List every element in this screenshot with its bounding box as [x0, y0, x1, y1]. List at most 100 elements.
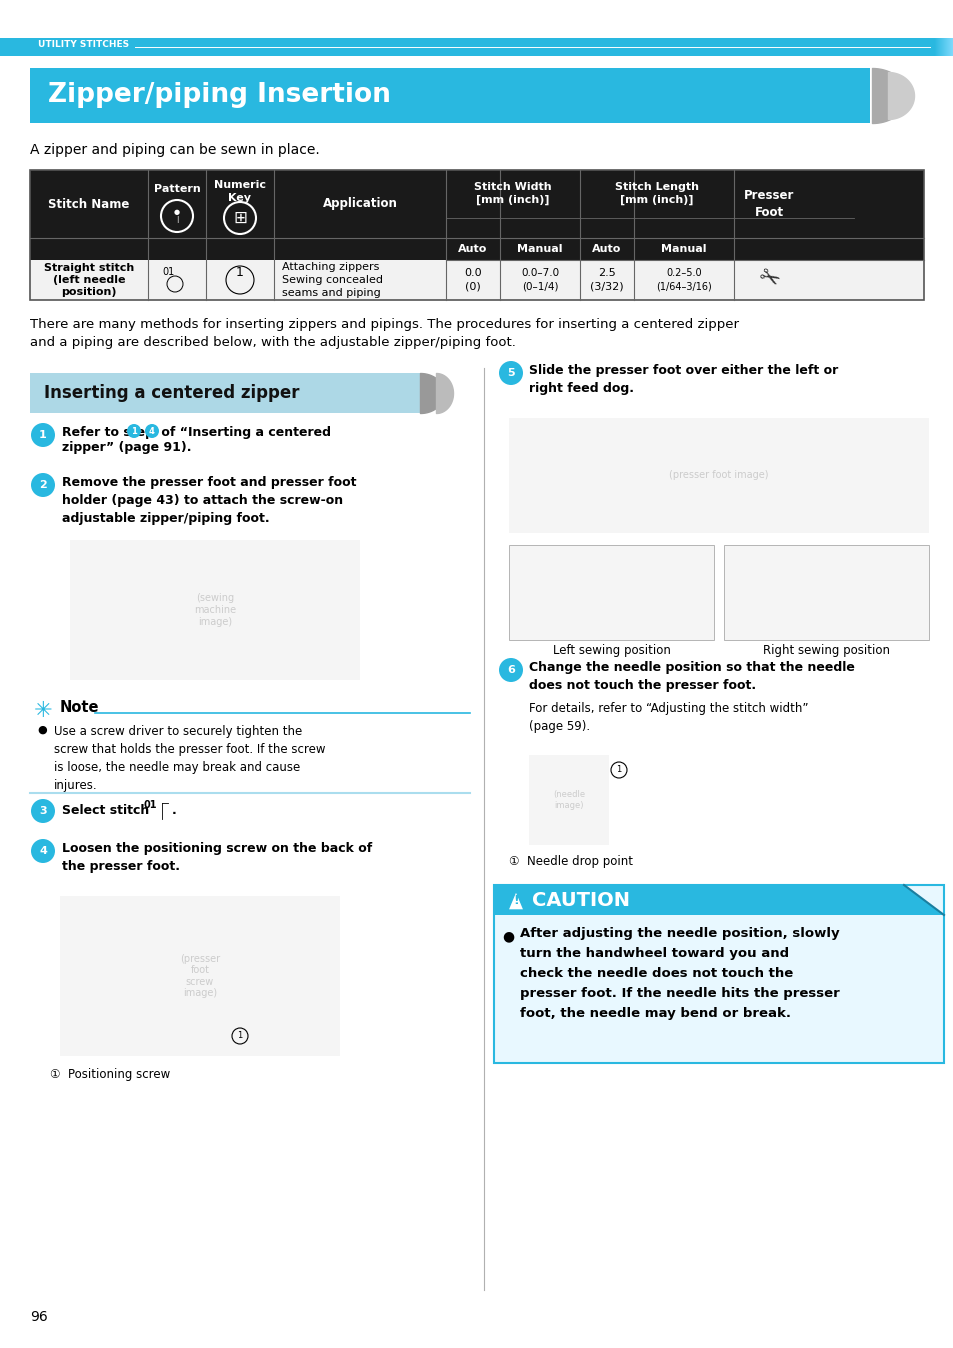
Bar	[939, 38, 940, 57]
Bar	[940, 38, 941, 57]
Text: Left sewing position: Left sewing position	[552, 644, 670, 656]
Bar	[60, 896, 339, 1055]
Text: 1: 1	[237, 1031, 242, 1041]
Circle shape	[127, 425, 141, 438]
Text: Slide the presser foot over either the left or
right feed dog.: Slide the presser foot over either the l…	[529, 364, 838, 395]
Text: 1: 1	[235, 266, 244, 279]
Text: Attaching zippers
Sewing concealed
seams and piping: Attaching zippers Sewing concealed seams…	[282, 262, 382, 298]
Circle shape	[498, 361, 522, 386]
Bar	[494, 915, 943, 1064]
Text: ●: ●	[501, 929, 514, 944]
Text: Inserting a centered zipper: Inserting a centered zipper	[44, 384, 299, 402]
Bar	[494, 886, 943, 1064]
Polygon shape	[507, 891, 523, 910]
Bar	[945, 38, 946, 57]
Text: There are many methods for inserting zippers and pipings. The procedures for ins: There are many methods for inserting zip…	[30, 318, 739, 349]
Bar	[30, 373, 419, 412]
Text: Remove the presser foot and presser foot
holder (page 43) to attach the screw-on: Remove the presser foot and presser foot…	[62, 476, 356, 524]
Bar	[30, 67, 869, 123]
Bar	[951, 38, 952, 57]
Bar	[723, 545, 928, 640]
Bar	[0, 38, 953, 57]
Text: 0.2–5.0
(1/64–3/16): 0.2–5.0 (1/64–3/16)	[656, 268, 711, 291]
Circle shape	[30, 423, 55, 448]
Text: 01: 01	[163, 267, 175, 276]
Text: Loosen the positioning screw on the back of
the presser foot.: Loosen the positioning screw on the back…	[62, 842, 372, 874]
Text: 1: 1	[131, 426, 137, 435]
Bar	[509, 418, 928, 532]
Text: ⊞: ⊞	[233, 209, 247, 226]
Bar	[30, 170, 923, 239]
Circle shape	[30, 473, 55, 497]
Bar	[936, 38, 937, 57]
Text: 0.0–7.0
(0–1/4): 0.0–7.0 (0–1/4)	[520, 268, 558, 291]
Text: zipper” (page 91).: zipper” (page 91).	[62, 441, 192, 454]
Text: Note: Note	[60, 700, 99, 714]
Text: 1: 1	[616, 766, 621, 775]
Text: Auto: Auto	[592, 244, 621, 253]
Bar	[30, 260, 923, 301]
Bar	[947, 38, 948, 57]
Bar	[938, 38, 939, 57]
Text: Pattern: Pattern	[153, 183, 200, 194]
Text: 4: 4	[39, 847, 47, 856]
Text: (sewing
machine
image): (sewing machine image)	[193, 593, 235, 627]
Text: A zipper and piping can be sewn in place.: A zipper and piping can be sewn in place…	[30, 143, 319, 156]
Text: ●
|: ● |	[173, 209, 180, 222]
Text: (needle
image): (needle image)	[553, 790, 584, 810]
Text: UTILITY STITCHES: UTILITY STITCHES	[38, 40, 129, 49]
Bar	[941, 38, 942, 57]
Text: 2.5
(3/32): 2.5 (3/32)	[590, 268, 623, 291]
Text: Right sewing position: Right sewing position	[762, 644, 889, 656]
Text: Manual: Manual	[517, 244, 562, 253]
Polygon shape	[903, 886, 943, 915]
Bar	[70, 541, 359, 679]
Bar	[935, 38, 936, 57]
Circle shape	[145, 425, 159, 438]
Text: After adjusting the needle position, slowly
turn the handwheel toward you and
ch: After adjusting the needle position, slo…	[519, 927, 839, 1020]
Text: of “Inserting a centered: of “Inserting a centered	[157, 426, 331, 439]
Text: 4: 4	[149, 426, 154, 435]
Text: 2: 2	[39, 480, 47, 491]
Bar	[933, 38, 934, 57]
Bar	[509, 545, 713, 640]
Bar	[494, 886, 943, 915]
Text: 96: 96	[30, 1310, 48, 1324]
Text: !: !	[513, 895, 518, 907]
Bar	[944, 38, 945, 57]
Text: .: .	[172, 803, 176, 817]
Text: Application: Application	[322, 198, 397, 210]
Bar	[942, 38, 943, 57]
Text: Change the needle position so that the needle
does not touch the presser foot.: Change the needle position so that the n…	[529, 661, 854, 692]
Text: 01: 01	[144, 799, 157, 810]
Text: ✂: ✂	[753, 264, 783, 295]
Text: Auto: Auto	[457, 244, 487, 253]
Text: ●: ●	[37, 725, 47, 735]
Text: ①  Needle drop point: ① Needle drop point	[509, 855, 633, 868]
Text: ✳: ✳	[33, 701, 52, 721]
Text: Stitch Length
[mm (inch)]: Stitch Length [mm (inch)]	[615, 182, 699, 205]
Bar	[949, 38, 950, 57]
Text: Numeric
Key: Numeric Key	[213, 181, 266, 204]
Text: Stitch Width
[mm (inch)]: Stitch Width [mm (inch)]	[474, 182, 551, 205]
Text: Zipper/piping Insertion: Zipper/piping Insertion	[48, 81, 391, 108]
Circle shape	[30, 799, 55, 824]
Text: (presser foot image): (presser foot image)	[669, 470, 768, 480]
Bar	[30, 170, 923, 301]
Text: Manual: Manual	[660, 244, 706, 253]
Text: 0.0
(0): 0.0 (0)	[464, 268, 481, 291]
Circle shape	[498, 658, 522, 682]
Text: Stitch Name: Stitch Name	[49, 198, 130, 210]
Text: (presser
foot
screw
image): (presser foot screw image)	[180, 953, 220, 999]
Bar	[529, 755, 608, 845]
Bar	[948, 38, 949, 57]
Bar	[30, 239, 923, 260]
Text: Refer to step: Refer to step	[62, 426, 158, 439]
Text: 5: 5	[507, 368, 515, 377]
Text: Use a screw driver to securely tighten the
screw that holds the presser foot. If: Use a screw driver to securely tighten t…	[54, 725, 325, 793]
Text: Select stitch: Select stitch	[62, 803, 149, 817]
Text: ①  Positioning screw: ① Positioning screw	[50, 1068, 170, 1081]
Bar	[943, 38, 944, 57]
Bar	[934, 38, 935, 57]
Text: 3: 3	[39, 806, 47, 816]
